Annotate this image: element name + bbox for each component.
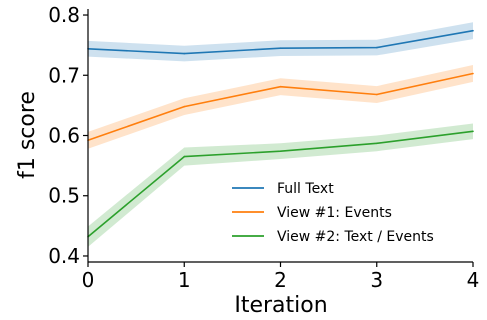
series-3-point [279, 150, 282, 152]
y-axis: 0.4 0.5 0.6 0.7 0.8 [48, 3, 89, 268]
legend-label-series-1: Full Text [277, 181, 334, 197]
x-tick-label: 2 [274, 268, 287, 292]
y-tick-label: 0.7 [48, 63, 80, 87]
y-tick-label: 0.8 [48, 3, 80, 27]
x-tick-label: 0 [82, 268, 95, 292]
series-2-point [183, 105, 186, 108]
legend-label-series-3: View #2: Text / Events [277, 229, 434, 245]
x-tick-label: 4 [467, 268, 480, 292]
y-tick-label: 0.4 [48, 244, 80, 268]
x-axis-title: Iteration [234, 293, 327, 318]
series-1-confidence-band [88, 22, 473, 62]
x-tick-label: 3 [370, 268, 383, 292]
y-axis-title: f1 score [15, 91, 40, 179]
legend: Full Text View #1: Events View #2: Text / … [232, 181, 434, 245]
series-1-point [183, 52, 186, 55]
series-3-point [472, 130, 474, 133]
confidence-bands [88, 22, 473, 247]
series-3-point [376, 142, 378, 145]
legend-label-series-2: View #1: Events [277, 205, 392, 221]
x-axis: 0 1 2 3 4 [82, 261, 480, 292]
series-2-point [472, 72, 474, 75]
series-1-point [472, 29, 474, 32]
series-3-confidence-band [88, 123, 473, 247]
series-1-point [279, 47, 282, 49]
y-tick-label: 0.5 [48, 184, 80, 208]
x-tick-label: 1 [178, 268, 191, 292]
series-2-point [376, 93, 378, 96]
y-tick-label: 0.6 [48, 124, 80, 148]
series-3-point [183, 155, 186, 158]
series-2-confidence-band [88, 65, 473, 149]
series-1-point [376, 46, 378, 49]
series-2-point [279, 85, 282, 88]
